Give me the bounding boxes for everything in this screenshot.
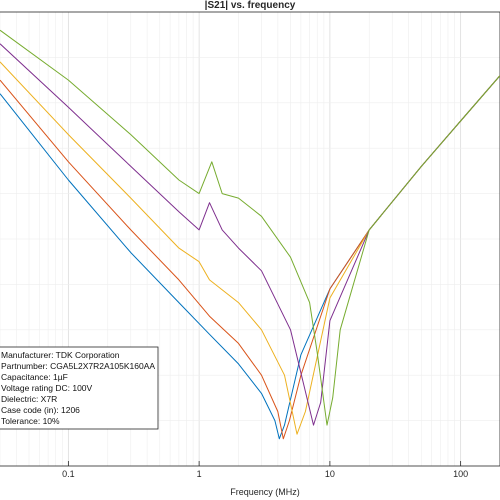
- legend-frame: [0, 346, 159, 430]
- legend-entry: Capacitance: 1µF: [1, 372, 68, 382]
- series-lines: [0, 29, 500, 440]
- legend-box: Manufacturer: TDK CorporationPartnumber:…: [0, 346, 159, 430]
- series-line-5: [0, 29, 500, 426]
- x-tick-label: 10: [325, 469, 335, 479]
- legend-entry: Tolerance: 10%: [1, 416, 60, 426]
- x-tick-label: 1: [197, 469, 202, 479]
- legend-entry: Dielectric: X7R: [1, 394, 57, 404]
- grid: [0, 12, 500, 466]
- legend-entry: Manufacturer: TDK Corporation: [1, 350, 120, 360]
- legend-entry: Voltage rating DC: 100V: [1, 383, 93, 393]
- plot-area-frame: [0, 11, 500, 467]
- x-axis-label: Frequency (MHz): [230, 487, 300, 497]
- legend-entry: Case code (in): 1206: [1, 405, 80, 415]
- x-tick-label: 100: [453, 469, 468, 479]
- x-tick-label: 0.1: [62, 469, 75, 479]
- chart-title: |S21| vs. frequency: [205, 0, 296, 11]
- x-tick-labels: 0.1 1 10 100: [62, 461, 468, 479]
- legend-entry: Partnumber: CGA5L2X7R2A105K160AA: [1, 361, 155, 371]
